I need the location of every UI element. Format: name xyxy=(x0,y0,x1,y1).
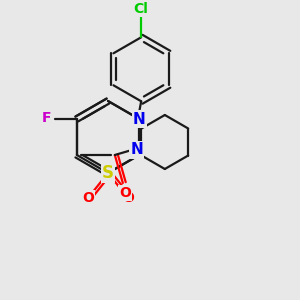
Text: O: O xyxy=(119,186,131,200)
Text: Cl: Cl xyxy=(134,2,148,16)
Text: N: N xyxy=(130,142,143,158)
Text: O: O xyxy=(122,191,134,205)
Text: F: F xyxy=(42,111,52,125)
Text: N: N xyxy=(133,112,146,127)
Text: O: O xyxy=(82,191,94,205)
Text: S: S xyxy=(102,164,114,182)
